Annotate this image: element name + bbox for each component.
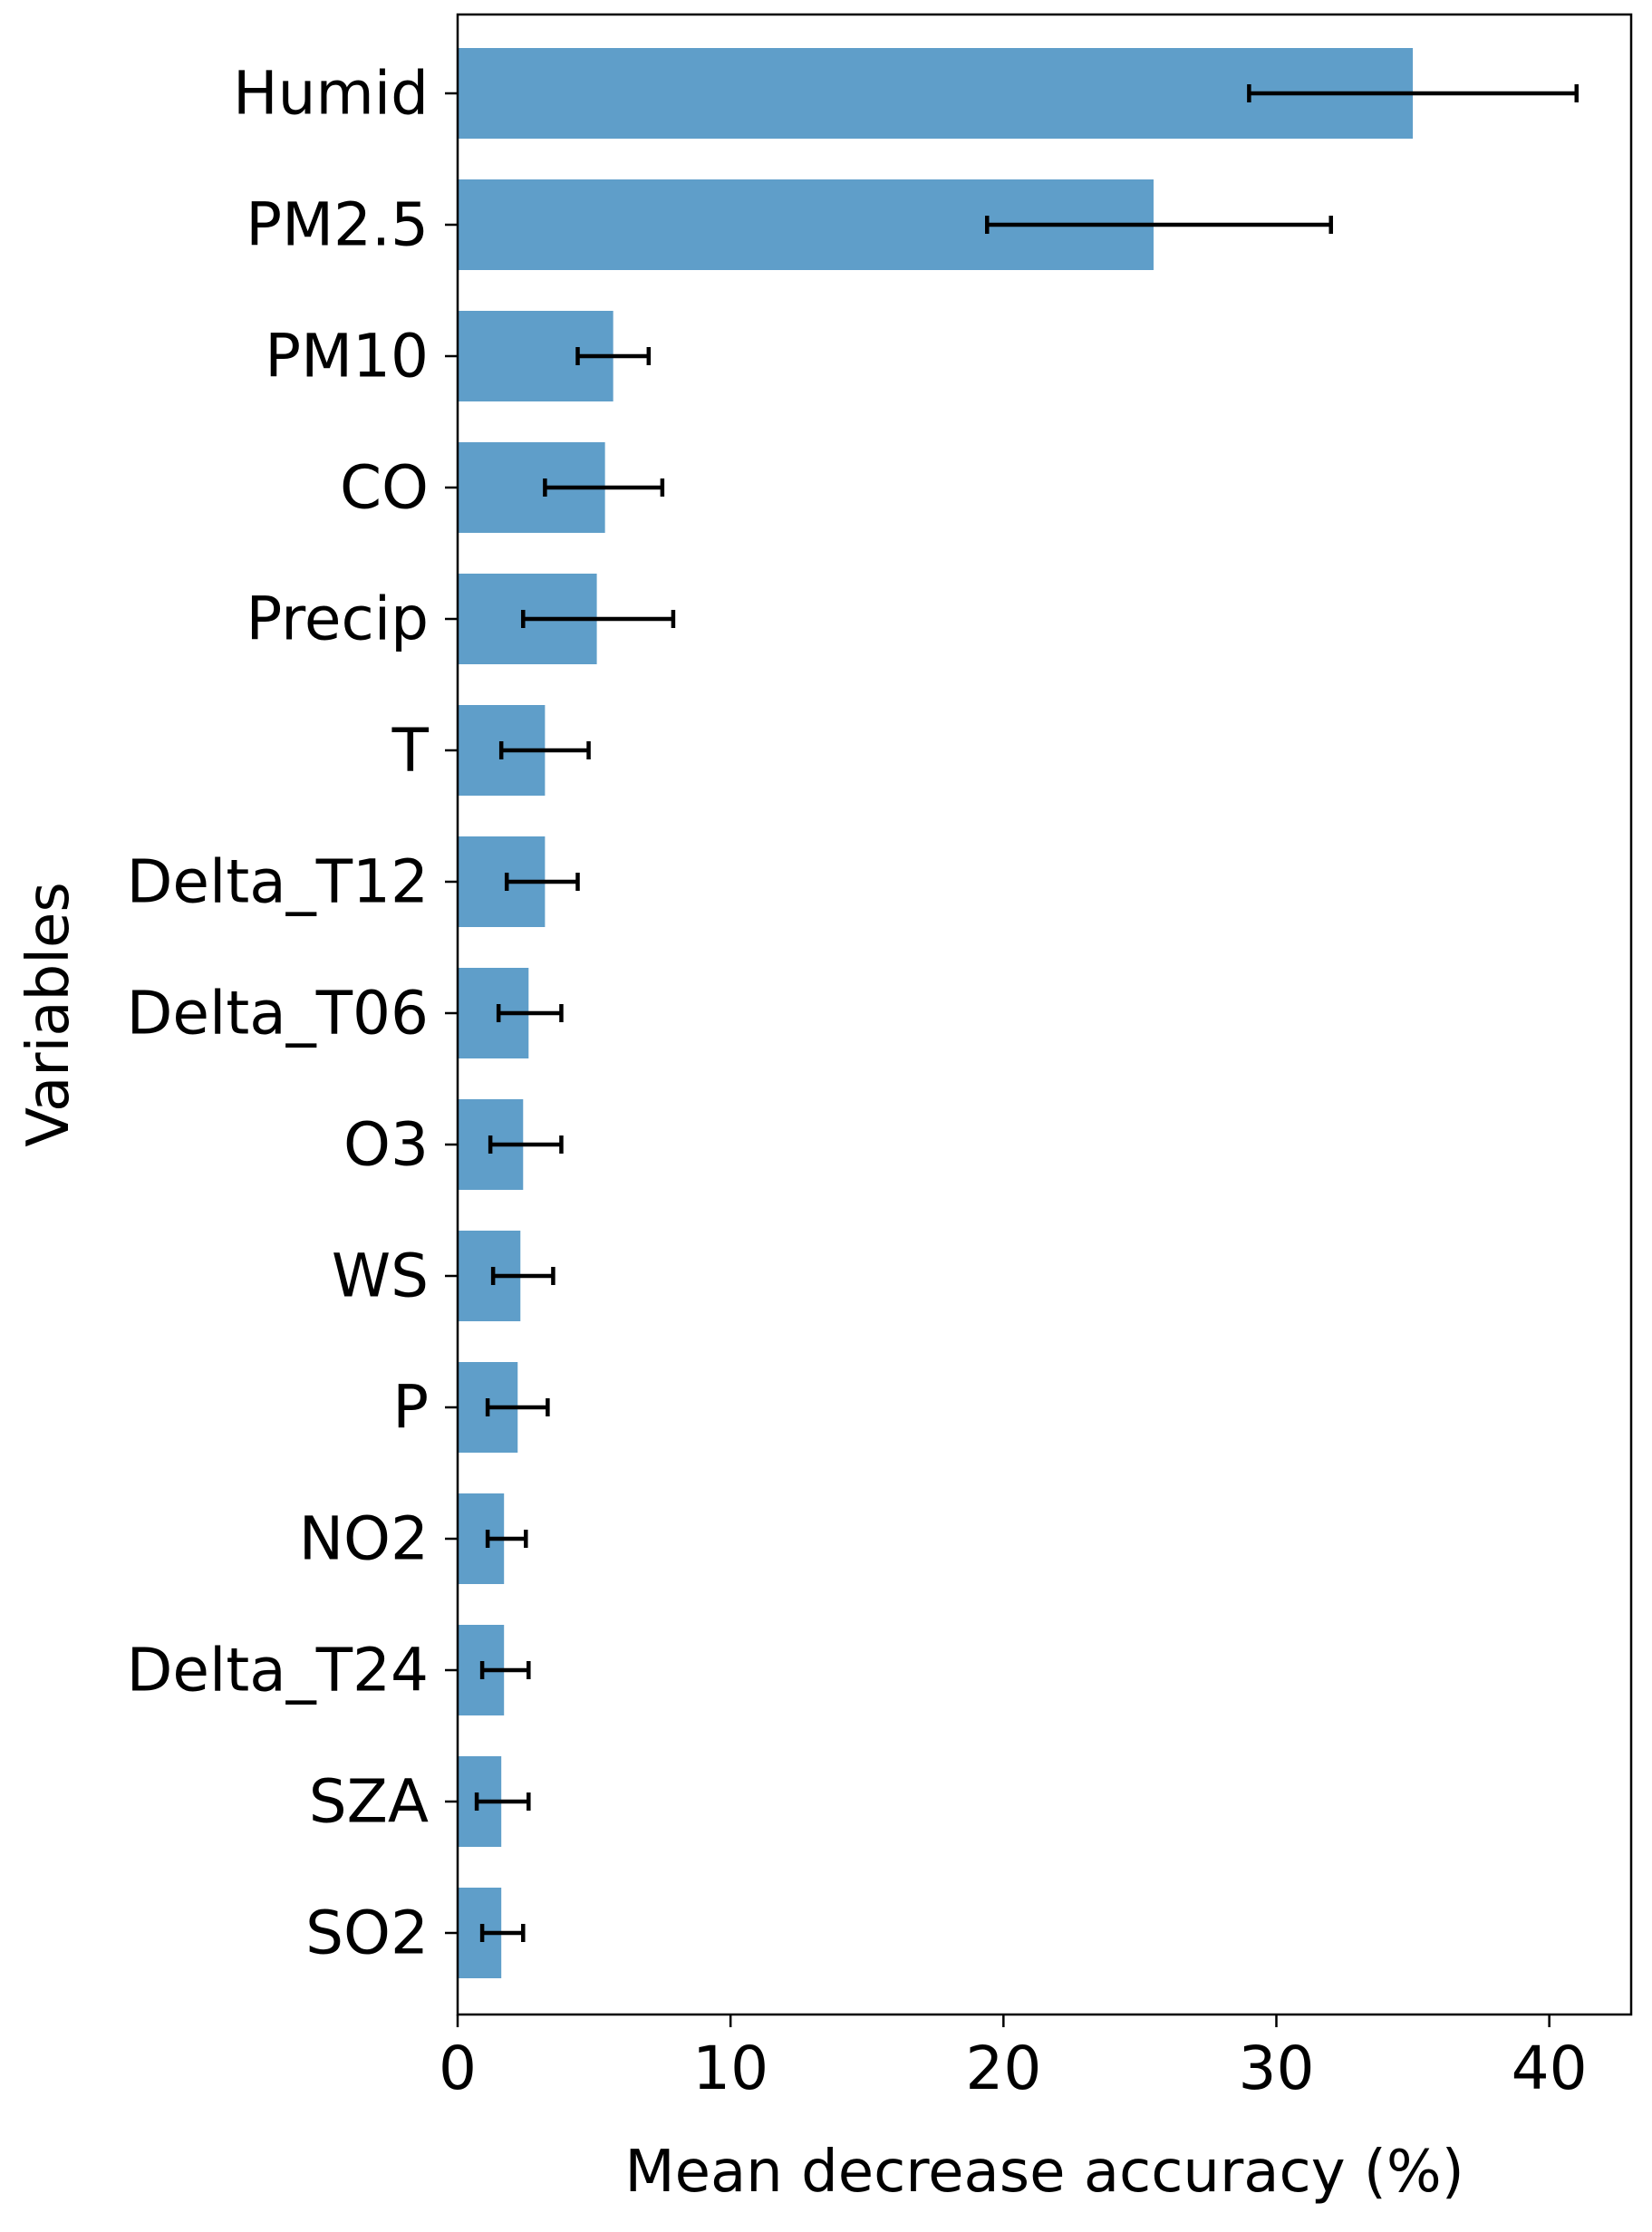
errorbars-layer [474,84,1580,1942]
y-tick-label: T [391,716,430,786]
y-tick-label: Delta_T12 [127,847,429,917]
y-tick-label: Precip [246,585,429,654]
y-tick-label: SZA [309,1767,429,1837]
error-bar-sza [474,1792,531,1811]
y-tick-label: WS [332,1242,429,1311]
y-tick-label: PM10 [265,322,429,391]
error-bar-pm2-5 [985,216,1333,234]
y-tick-label: CO [340,453,429,523]
x-tick-label: 20 [965,2034,1041,2103]
error-bar-p [485,1398,550,1416]
error-bar-pm10 [575,347,652,365]
y-tick-label: SO2 [305,1899,429,1968]
x-tick-label: 0 [439,2034,477,2103]
error-bar-t [498,741,591,759]
y-tick-label: NO2 [299,1504,429,1574]
x-tick-label: 10 [692,2034,768,2103]
error-bar-o3 [488,1135,564,1154]
bars-layer [458,48,1414,1978]
error-bar-delta-t24 [479,1661,531,1679]
y-tick-label: P [392,1373,429,1443]
error-bar-ws [490,1267,555,1285]
y-tick-label: Humid [233,59,429,129]
error-bar-co [543,478,665,497]
y-tick-label: O3 [343,1110,429,1180]
error-bar-precip [521,610,676,628]
error-bar-humid [1247,84,1580,102]
x-tick-label: 30 [1238,2034,1314,2103]
x-tick-label: 40 [1512,2034,1588,2103]
error-bar-delta-t06 [496,1004,564,1022]
error-bar-no2 [485,1530,528,1548]
plot-frame [456,13,1633,2016]
y-ticks-layer: Humid PM2.5 PM10 CO Precip T Delta_T12 Delta_T0… [127,59,458,1968]
x-ticks-layer: 0 10 20 30 40 [439,2015,1588,2103]
y-tick-label: Delta_T06 [127,979,429,1048]
y-tick-label: PM2.5 [246,190,429,260]
error-bar-so2 [479,1924,526,1942]
error-bar-delta-t12 [504,873,580,891]
y-tick-label: Delta_T24 [127,1636,429,1705]
y-axis-label: Variables [15,882,82,1146]
x-axis-label: Mean decrease accuracy (%) [624,2139,1464,2206]
